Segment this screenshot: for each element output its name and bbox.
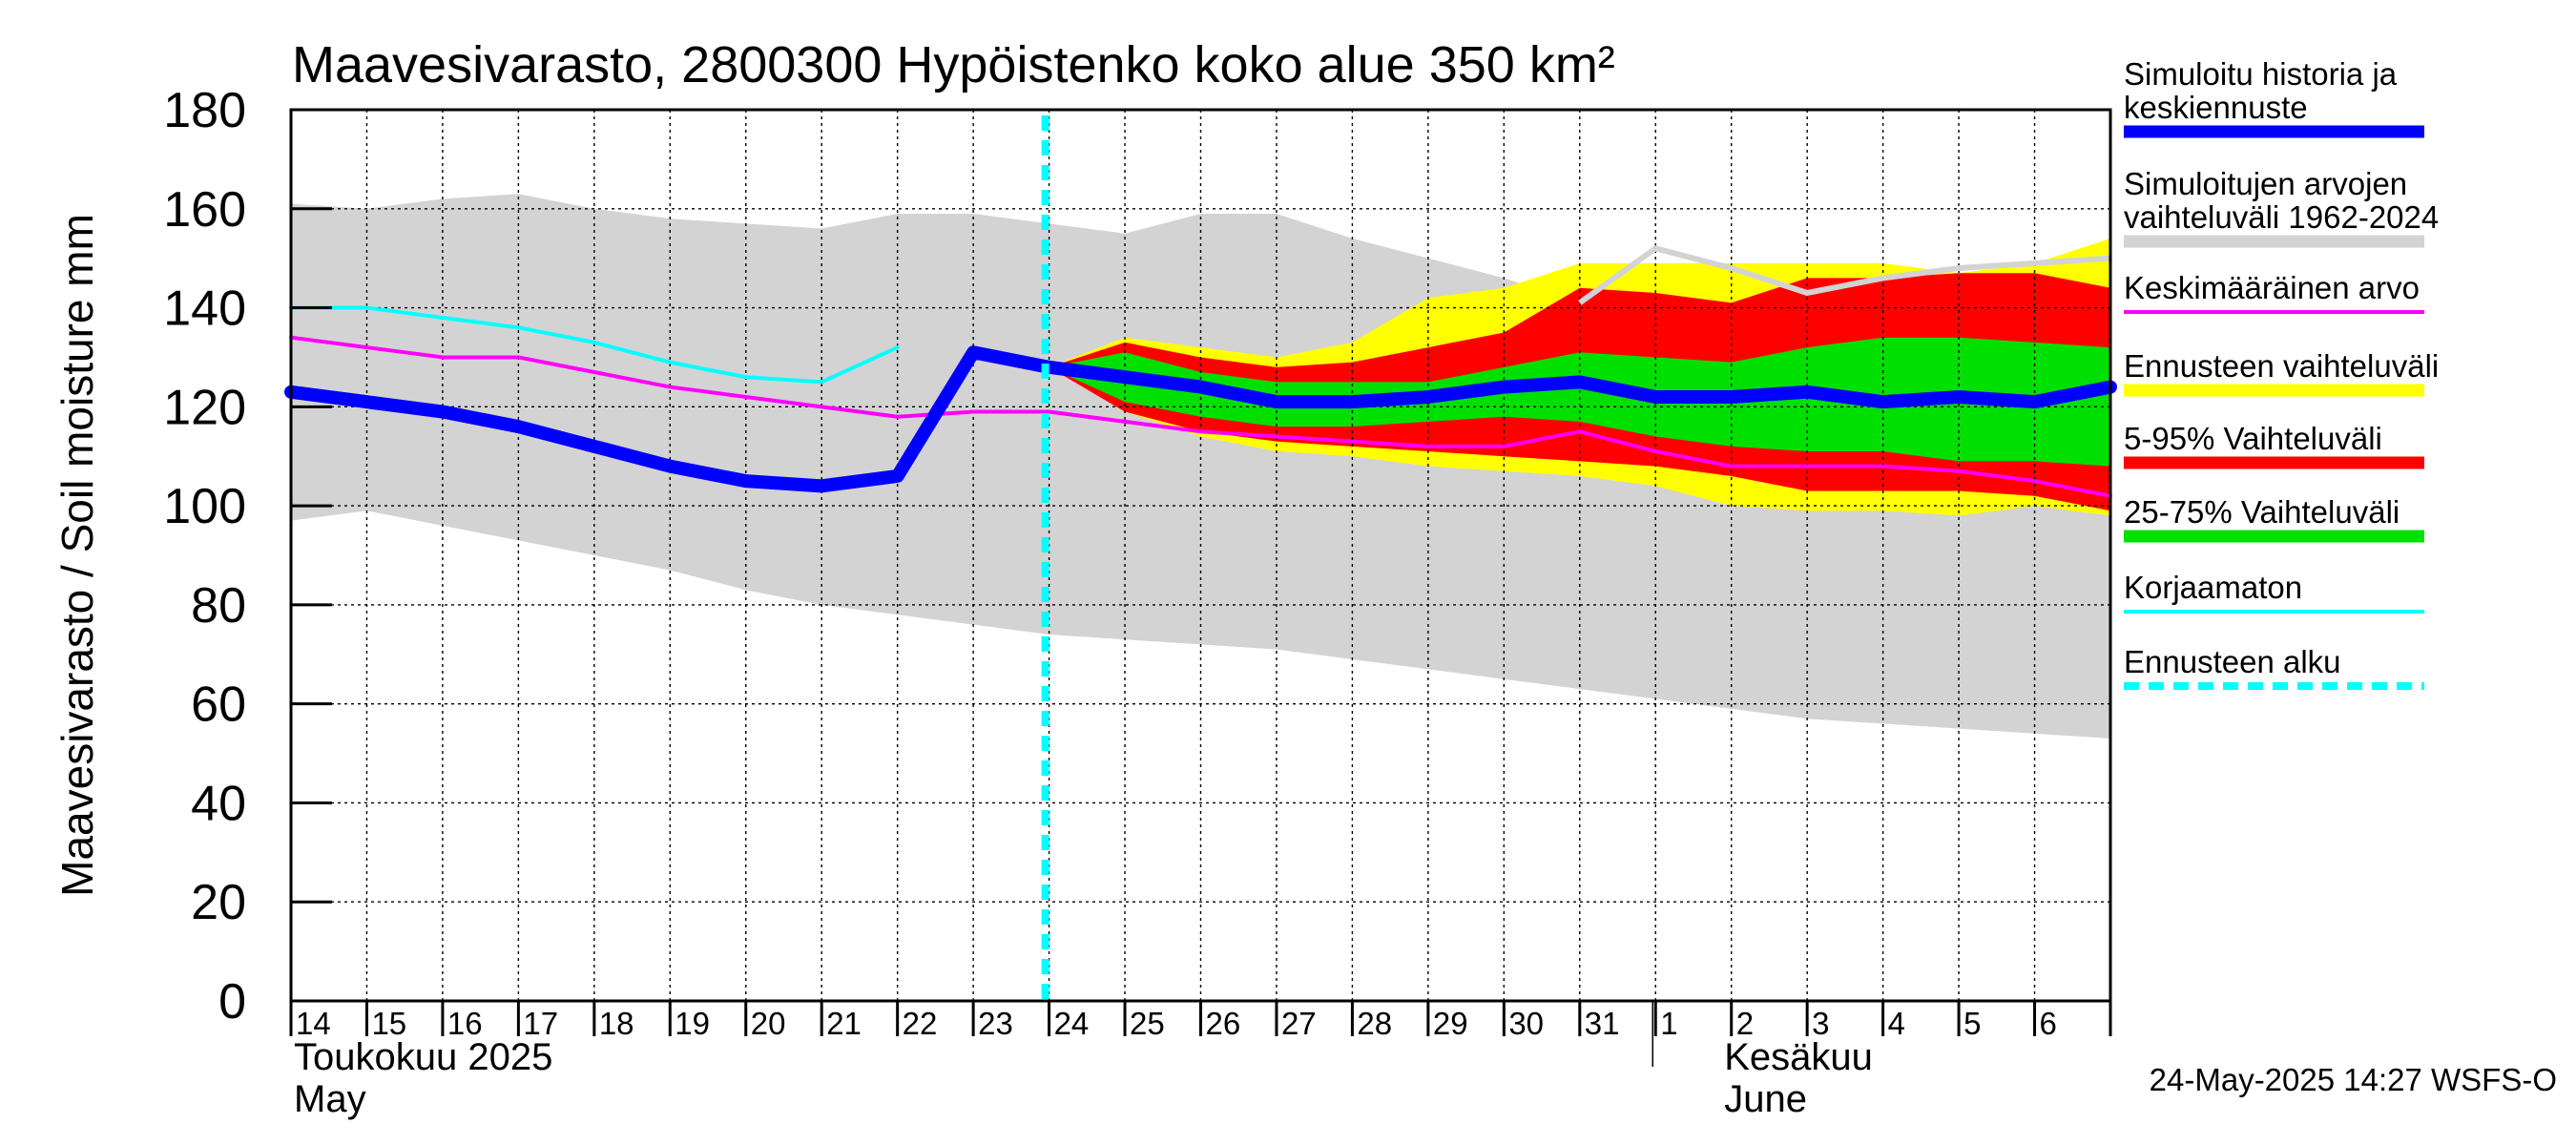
legend-label-line: Simuloitujen arvojen — [2124, 166, 2407, 201]
y-tick-label: 20 — [191, 875, 246, 930]
y-tick-label: 0 — [218, 974, 246, 1030]
x-day-label: 24 — [1054, 1006, 1090, 1041]
legend-label-line: 25-75% Vaihteluväli — [2124, 494, 2399, 530]
legend-label-line: Korjaamaton — [2124, 570, 2302, 605]
y-axis-label: Maavesivarasto / Soil moisture mm — [52, 214, 102, 897]
x-day-label: 15 — [371, 1006, 406, 1041]
x-day-label: 6 — [2040, 1006, 2057, 1041]
chart-title: Maavesivarasto, 2800300 Hypöistenko koko… — [292, 36, 1615, 94]
x-day-label: 3 — [1812, 1006, 1829, 1041]
month-label: Toukokuu 2025 — [294, 1036, 552, 1078]
x-day-label: 30 — [1508, 1006, 1544, 1041]
x-day-label: 27 — [1281, 1006, 1317, 1041]
month-label-english: May — [294, 1078, 366, 1120]
lines-layer — [284, 245, 2117, 498]
timestamp-label: 24-May-2025 14:27 WSFS-O — [2150, 1062, 2557, 1097]
legend-label-line: keskiennuste — [2124, 90, 2308, 125]
x-day-label: 18 — [599, 1006, 634, 1041]
x-day-label: 17 — [523, 1006, 558, 1041]
x-day-label: 21 — [826, 1006, 862, 1041]
y-tick-label: 140 — [163, 281, 246, 337]
x-day-label: 5 — [1963, 1006, 1981, 1041]
legend-label-line: Keskimääräinen arvo — [2124, 270, 2420, 305]
x-day-label: 19 — [675, 1006, 710, 1041]
x-day-label: 16 — [447, 1006, 483, 1041]
legend-label-line: vaihteluväli 1962-2024 — [2124, 199, 2439, 235]
x-day-label: 28 — [1357, 1006, 1392, 1041]
history-upper-line — [1578, 245, 2111, 305]
y-tick-label: 180 — [163, 83, 246, 138]
x-day-label: 31 — [1585, 1006, 1620, 1041]
mean-line — [289, 335, 2112, 498]
x-day-label: 23 — [978, 1006, 1013, 1041]
x-day-label: 14 — [296, 1006, 331, 1041]
legend-label-line: Simuloitu historia ja — [2124, 56, 2398, 92]
legend-label-line: 5-95% Vaihteluväli — [2124, 421, 2382, 456]
y-tick-label: 100 — [163, 479, 246, 534]
x-day-label: 4 — [1888, 1006, 1905, 1041]
legend-label-line: Ennusteen alku — [2124, 644, 2341, 679]
x-day-label: 20 — [751, 1006, 786, 1041]
x-day-label: 26 — [1206, 1006, 1241, 1041]
uncorrected-line — [289, 305, 900, 385]
x-day-label: 1 — [1660, 1006, 1677, 1041]
y-tick-label: 80 — [191, 578, 246, 634]
month-label-english: June — [1724, 1078, 1807, 1120]
y-tick-label: 40 — [191, 776, 246, 831]
grid-layer — [291, 110, 2110, 1001]
x-day-label: 2 — [1736, 1006, 1754, 1041]
month-label: Kesäkuu — [1724, 1036, 1873, 1078]
simulated-line — [284, 345, 2117, 493]
y-tick-label: 160 — [163, 182, 246, 238]
x-day-label: 25 — [1130, 1006, 1165, 1041]
x-day-label: 29 — [1433, 1006, 1468, 1041]
y-tick-label: 120 — [163, 380, 246, 435]
x-day-label: 22 — [903, 1006, 938, 1041]
legend-label-line: Ennusteen vaihteluväli — [2124, 348, 2439, 384]
y-tick-label: 60 — [191, 677, 246, 733]
p25-75-band — [1049, 337, 2110, 467]
